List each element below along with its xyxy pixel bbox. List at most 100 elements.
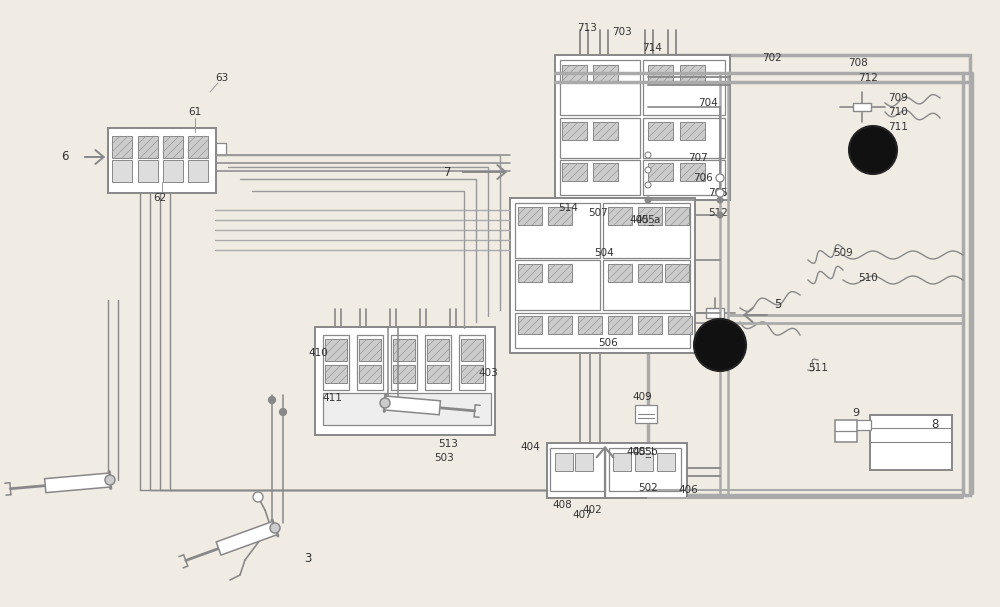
Bar [391, 335, 417, 390]
Bar [603, 203, 690, 258]
Text: 714: 714 [642, 43, 662, 53]
Circle shape [380, 398, 390, 408]
Text: 710: 710 [888, 107, 908, 117]
Text: 506: 506 [598, 338, 618, 348]
Bar [593, 163, 618, 181]
Text: 709: 709 [888, 93, 908, 103]
Bar [608, 316, 632, 334]
Bar [560, 118, 640, 158]
Bar [357, 335, 383, 390]
Bar [163, 160, 183, 182]
Text: 708: 708 [848, 58, 868, 68]
Text: 511: 511 [808, 363, 828, 373]
Bar [515, 203, 600, 258]
Text: 405_b: 405_b [626, 447, 658, 458]
Circle shape [270, 523, 280, 533]
Circle shape [849, 126, 897, 174]
Bar [613, 453, 631, 471]
Text: 712: 712 [858, 73, 878, 83]
Bar [108, 128, 216, 193]
Bar [853, 103, 871, 111]
Bar [643, 60, 725, 115]
Bar [635, 405, 657, 423]
Text: 406: 406 [678, 485, 698, 495]
Text: 402: 402 [582, 505, 602, 515]
Bar [578, 316, 602, 334]
Circle shape [717, 212, 723, 218]
Bar [323, 335, 349, 390]
Bar [706, 308, 724, 318]
Bar [643, 160, 725, 195]
Bar [680, 122, 705, 140]
Bar [550, 448, 605, 491]
Bar [393, 365, 415, 383]
Bar [665, 207, 689, 225]
Bar [216, 143, 226, 155]
Bar [163, 136, 183, 158]
Bar [835, 420, 857, 442]
Circle shape [694, 319, 746, 371]
Bar [575, 453, 593, 471]
Text: 513: 513 [438, 439, 458, 449]
Circle shape [280, 409, 287, 416]
Text: 706: 706 [693, 173, 713, 183]
Bar [555, 453, 573, 471]
Bar [112, 136, 132, 158]
Bar [138, 160, 158, 182]
Text: 6: 6 [61, 151, 69, 163]
Bar [510, 198, 695, 353]
Bar [668, 316, 692, 334]
Text: 63: 63 [215, 73, 229, 83]
Text: 512: 512 [708, 208, 728, 218]
Bar [665, 264, 689, 282]
Bar [548, 316, 572, 334]
Bar [188, 136, 208, 158]
Text: 514: 514 [558, 203, 578, 213]
Bar [315, 327, 495, 435]
Text: 9: 9 [852, 408, 860, 418]
Circle shape [253, 492, 263, 502]
Circle shape [716, 174, 724, 182]
Bar [657, 453, 675, 471]
Text: 503: 503 [434, 453, 454, 463]
Circle shape [645, 167, 651, 173]
Text: 707: 707 [688, 153, 708, 163]
Bar [643, 118, 725, 158]
Bar [325, 365, 347, 383]
Bar [870, 415, 952, 470]
Bar [427, 339, 449, 361]
Bar [562, 65, 587, 83]
Bar [359, 365, 381, 383]
Circle shape [716, 189, 724, 197]
Text: 7: 7 [444, 166, 452, 178]
Text: 404: 404 [520, 442, 540, 452]
Circle shape [268, 396, 276, 404]
Bar [461, 339, 483, 361]
Text: 703: 703 [612, 27, 632, 37]
Bar [638, 264, 662, 282]
Text: 510: 510 [858, 273, 878, 283]
Bar [461, 365, 483, 383]
Bar [555, 55, 730, 200]
Bar [548, 207, 572, 225]
Bar [393, 339, 415, 361]
Text: 509: 509 [833, 248, 853, 258]
Bar [518, 207, 542, 225]
Circle shape [105, 475, 115, 485]
Bar [603, 260, 690, 310]
Bar [635, 453, 653, 471]
Bar [112, 160, 132, 182]
Bar [562, 122, 587, 140]
Text: 507: 507 [588, 208, 608, 218]
Bar [680, 163, 705, 181]
Bar [518, 316, 542, 334]
Bar [459, 335, 485, 390]
Text: 504: 504 [594, 248, 614, 258]
Text: 705: 705 [708, 188, 728, 198]
Bar [427, 365, 449, 383]
Text: 410: 410 [308, 348, 328, 358]
Text: 5: 5 [774, 299, 782, 311]
Polygon shape [216, 521, 277, 555]
Text: 403: 403 [478, 368, 498, 378]
Circle shape [717, 197, 723, 203]
